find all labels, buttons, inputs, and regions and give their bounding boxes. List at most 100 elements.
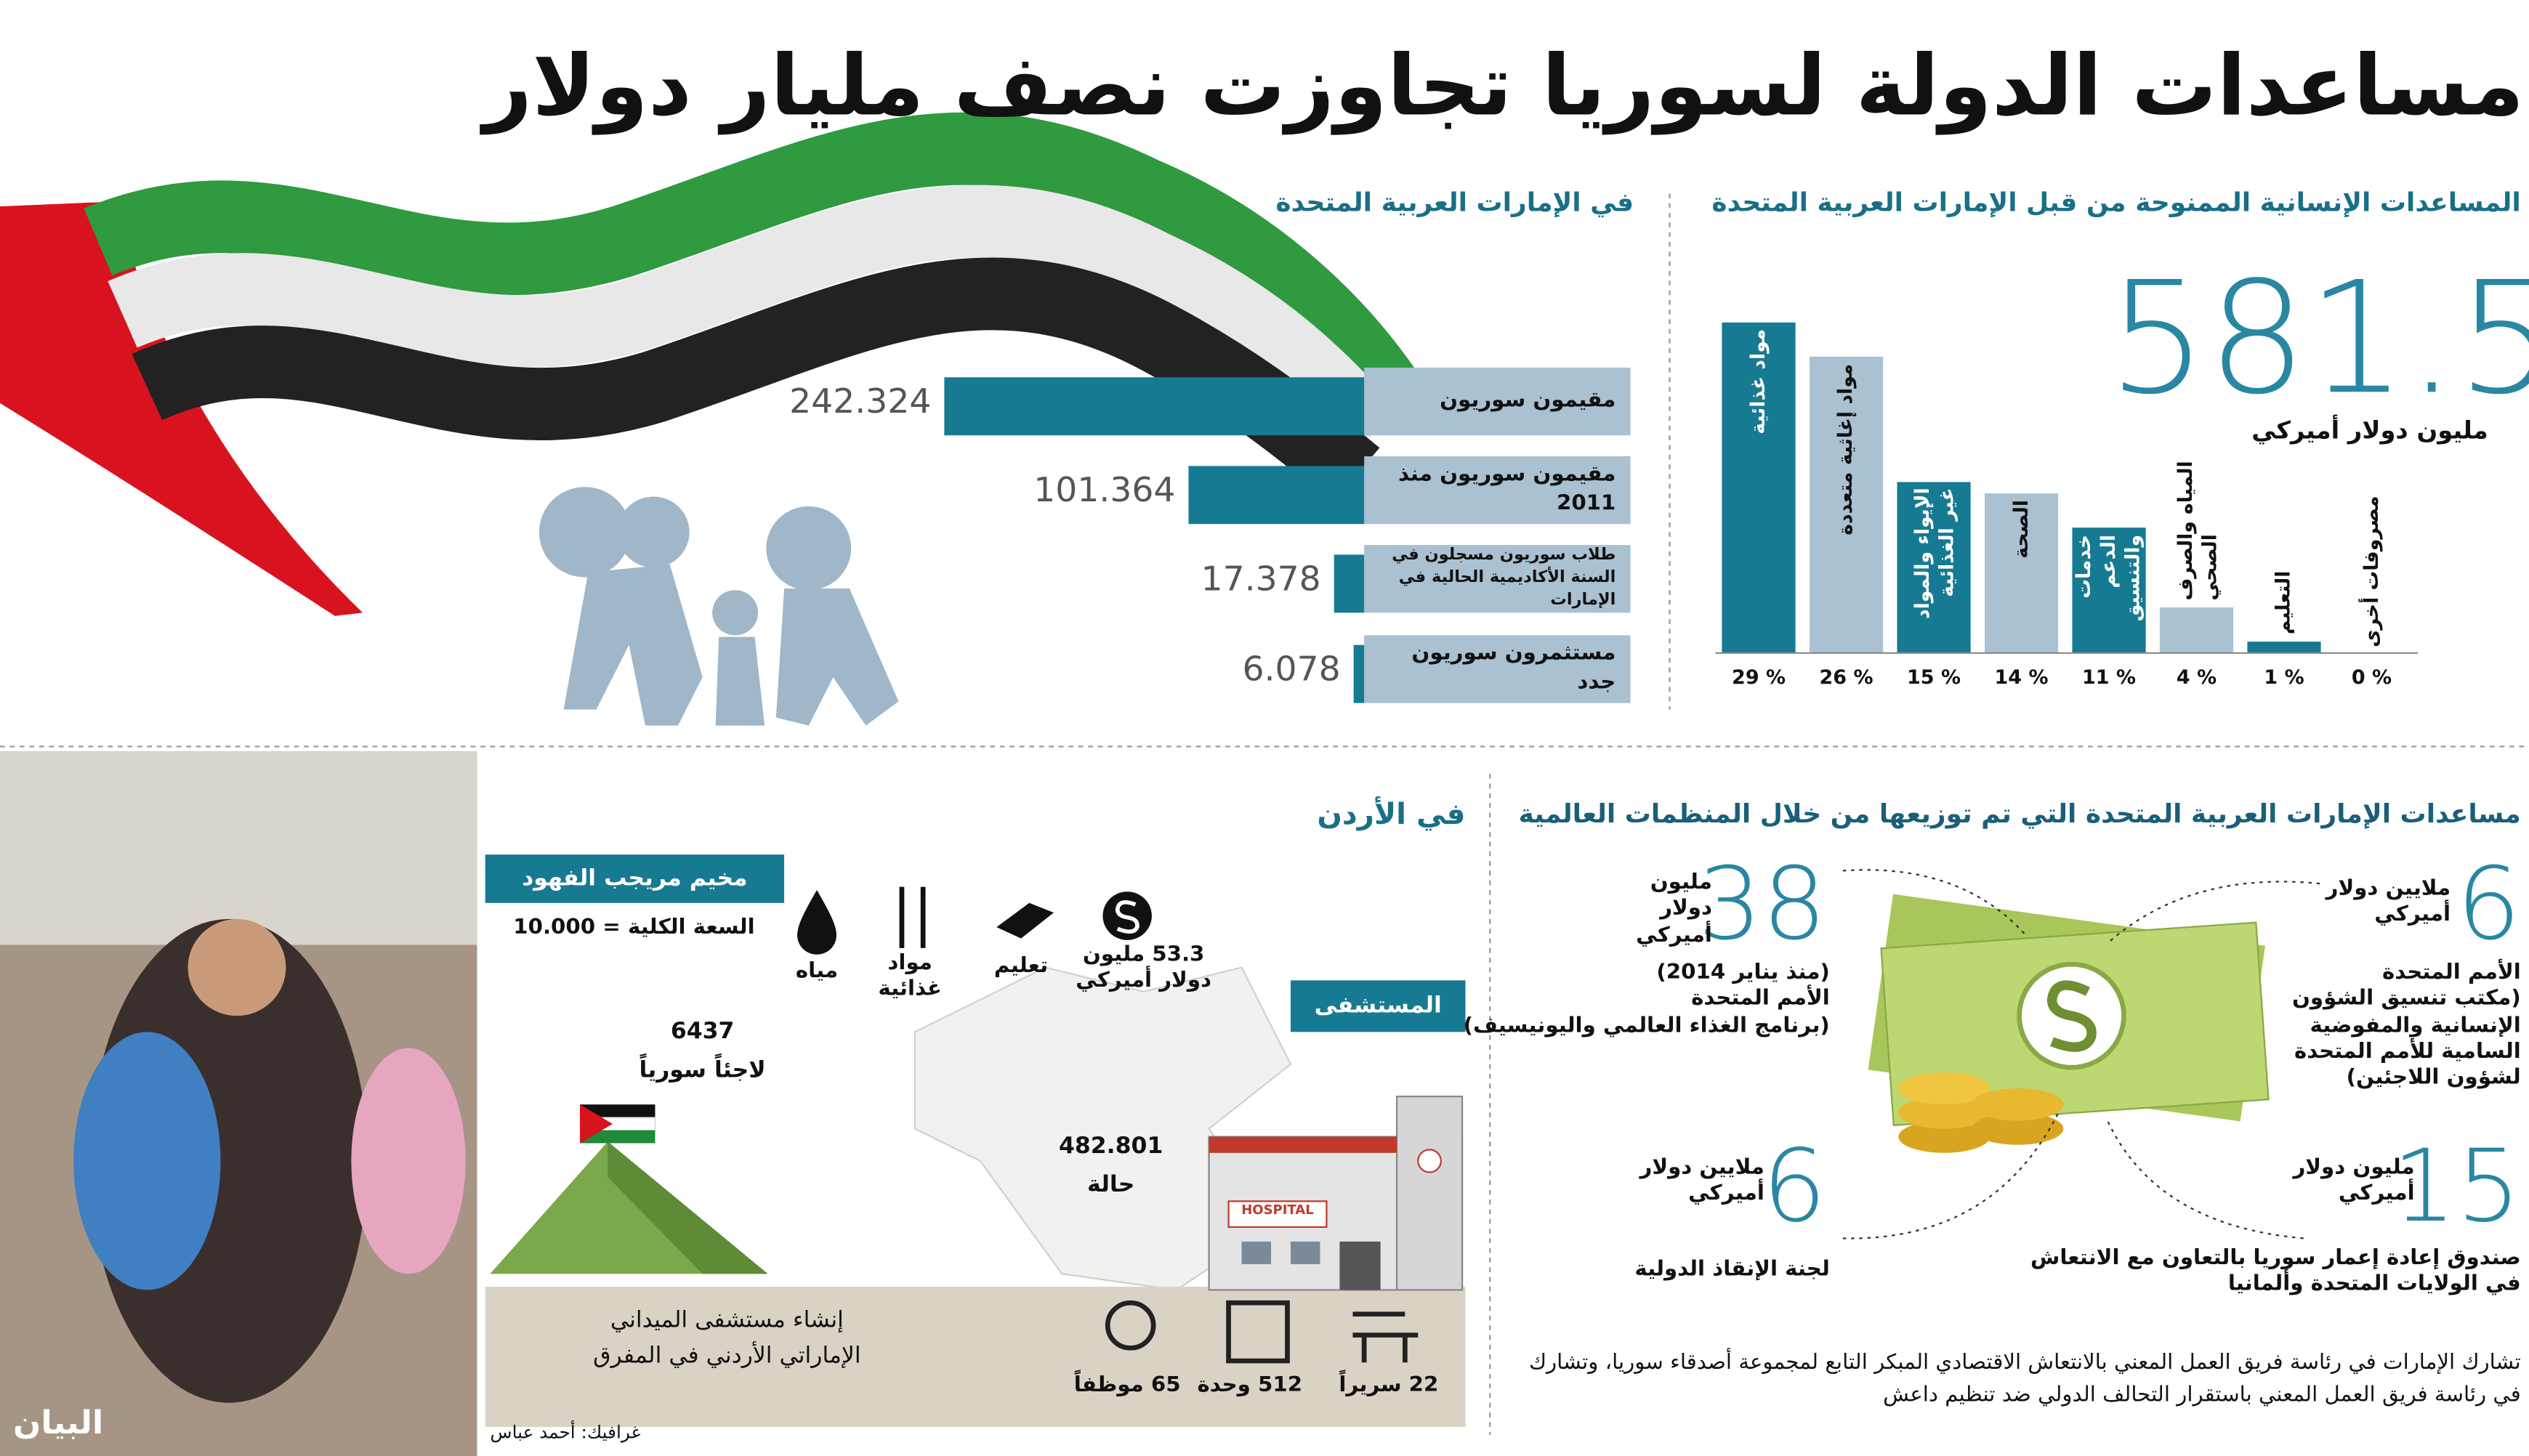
dollar-symbol: [1115, 900, 1140, 934]
body: [775, 589, 899, 726]
description: (منذ يناير 2014) الأمم المتحدة (برنامج الغ…: [1454, 961, 1830, 1040]
category-label: الإيواء والمواد غير الغذائية: [1909, 488, 1957, 620]
tower: [1395, 1095, 1464, 1291]
bar: [1722, 322, 1796, 653]
flag-stripe: [580, 1104, 656, 1117]
label-box: [1364, 635, 1631, 703]
value-label: % 26: [1819, 666, 1873, 689]
coin: [1898, 1120, 1990, 1153]
head: [766, 506, 852, 591]
category-label: المياه والصرف الصحي: [2171, 461, 2219, 602]
staff: 65 موظفاً: [1073, 1373, 1181, 1399]
category-label: التعليم: [2272, 571, 2295, 636]
category-label: مواد إغاثية متعددة: [1834, 363, 1858, 535]
value-label: % 1: [2264, 666, 2304, 689]
category-label: مقيمون سوريون منذ 2011: [1398, 462, 1616, 517]
amount: 6: [1762, 1127, 1827, 1245]
total-value: 581.5: [2107, 248, 2529, 429]
body: [715, 636, 765, 726]
funding: 53.3 مليون دولار أميركي: [1076, 943, 1212, 994]
section-title: المساعدات الإنسانية الممنوحة من قبل الإم…: [1711, 187, 2521, 218]
amount: 6: [2456, 844, 2521, 963]
flag-stripe: [580, 1130, 656, 1144]
amount-unit: ملايين دولار أميركي: [2326, 877, 2451, 928]
hospital-building: [1208, 1095, 1464, 1291]
support-label: تعليم: [993, 954, 1049, 979]
cases-count: 482.801: [1058, 1133, 1163, 1160]
value-label: % 29: [1732, 666, 1786, 689]
bar: [1334, 554, 1365, 613]
value-label: % 14: [1994, 666, 2049, 689]
field-hospital: إنشاء مستشفى الميداني الإماراتي الأردني …: [593, 1307, 861, 1370]
logo: البيان: [12, 1402, 104, 1442]
arrows: [1842, 869, 2320, 1239]
support-label: مياه: [795, 959, 839, 984]
category-label: مستثمرون سوريون جدد: [1411, 641, 1616, 695]
description: صندوق إعادة إعمار سوريا بالتعاون مع الان…: [2030, 1246, 2521, 1298]
flag-triangle: [580, 1104, 613, 1144]
coin: [1898, 1096, 1990, 1129]
section-title: في الإمارات العربية المتحدة: [1275, 187, 1634, 218]
description-line: لشؤون اللاجئين): [2346, 1065, 2521, 1091]
support-label: مواد غذائية: [878, 951, 942, 1002]
value-label: % 4: [2176, 666, 2217, 689]
water-icon: [797, 890, 837, 955]
bar: [2072, 527, 2146, 653]
description-line: السامية للأمم المتحدة: [2294, 1039, 2521, 1064]
tent-side: [608, 1141, 768, 1274]
footer-note: تشارك الإمارات في رئاسة فريق العمل المعن…: [1528, 1351, 2521, 1407]
bar: [1897, 482, 1971, 653]
description-line: (مكتب تنسيق الشؤون: [2291, 987, 2521, 1012]
roof-stripe: [1209, 1136, 1397, 1153]
credit: غرافيك: أحمد عباس: [490, 1422, 641, 1444]
coin: [1972, 1088, 2064, 1121]
hospital-sign: HOSPITAL: [1241, 1202, 1314, 1218]
description: الأمم المتحدة (مكتب تنسيق الشؤون الإنسانية…: [2276, 961, 2521, 1092]
description-line: الأمم المتحدة: [1691, 987, 1830, 1012]
refugees-count: 6437: [670, 1019, 735, 1046]
description-line: الأمم المتحدة: [2382, 960, 2521, 985]
staff-icon: [1105, 1300, 1156, 1351]
value-label: 6.078: [1242, 650, 1341, 689]
value-label: 17.378: [1201, 559, 1321, 599]
bar: [1188, 466, 1365, 525]
family-icon: [539, 487, 899, 726]
flag-white: [108, 185, 1400, 459]
door: [1339, 1241, 1381, 1290]
label-box: [1364, 545, 1631, 613]
capacity: السعة الكلية = 10.000: [513, 915, 755, 940]
description-line: لجنة الإنقاذ الدولية: [1634, 1258, 1830, 1282]
main-title: مساعدات الدولة لسوريا تجاوزت نصف مليار د…: [483, 39, 2525, 136]
units-icon: [1226, 1300, 1290, 1364]
label-box: [1364, 456, 1631, 525]
amount-unit: مليون دولار أميركي: [1636, 870, 1712, 947]
head: [539, 487, 631, 578]
money-illustration: [1868, 894, 2270, 1153]
category-label: الصحة: [2009, 500, 2033, 559]
dollar-symbol: [2046, 980, 2097, 1052]
coin: [1972, 1112, 2064, 1145]
hospital-label: المستشفى: [1290, 980, 1466, 1032]
bed-icon: [1352, 1311, 1419, 1363]
cross-sign: [1417, 1149, 1442, 1173]
section-title: مساعدات الإمارات العربية المتحدة التي تم…: [1518, 798, 2521, 829]
description-line: (منذ يناير 2014): [1656, 960, 1830, 985]
description-line: في الولايات المتحدة وألمانيا: [2227, 1272, 2521, 1297]
description-line: (برنامج الغذاء العالمي واليونيسيف): [1463, 1013, 1830, 1038]
window: [1290, 1241, 1320, 1264]
photo-background: [0, 751, 477, 945]
photo-face: [187, 918, 286, 1016]
amount-unit: ملايين دولار أميركي: [1639, 1156, 1764, 1207]
flag-green: [84, 112, 1419, 416]
camp-label: مخيم مريجب الفهود: [485, 854, 785, 903]
value-label: % 0: [2351, 666, 2392, 689]
amount: 15: [2392, 1127, 2521, 1245]
value-label: % 11: [2082, 666, 2136, 689]
category-label: مقيمون سوريون: [1440, 388, 1616, 413]
bar: [1809, 356, 1884, 653]
units: 512 وحدة: [1197, 1373, 1303, 1399]
value-label: 242.324: [789, 381, 932, 421]
